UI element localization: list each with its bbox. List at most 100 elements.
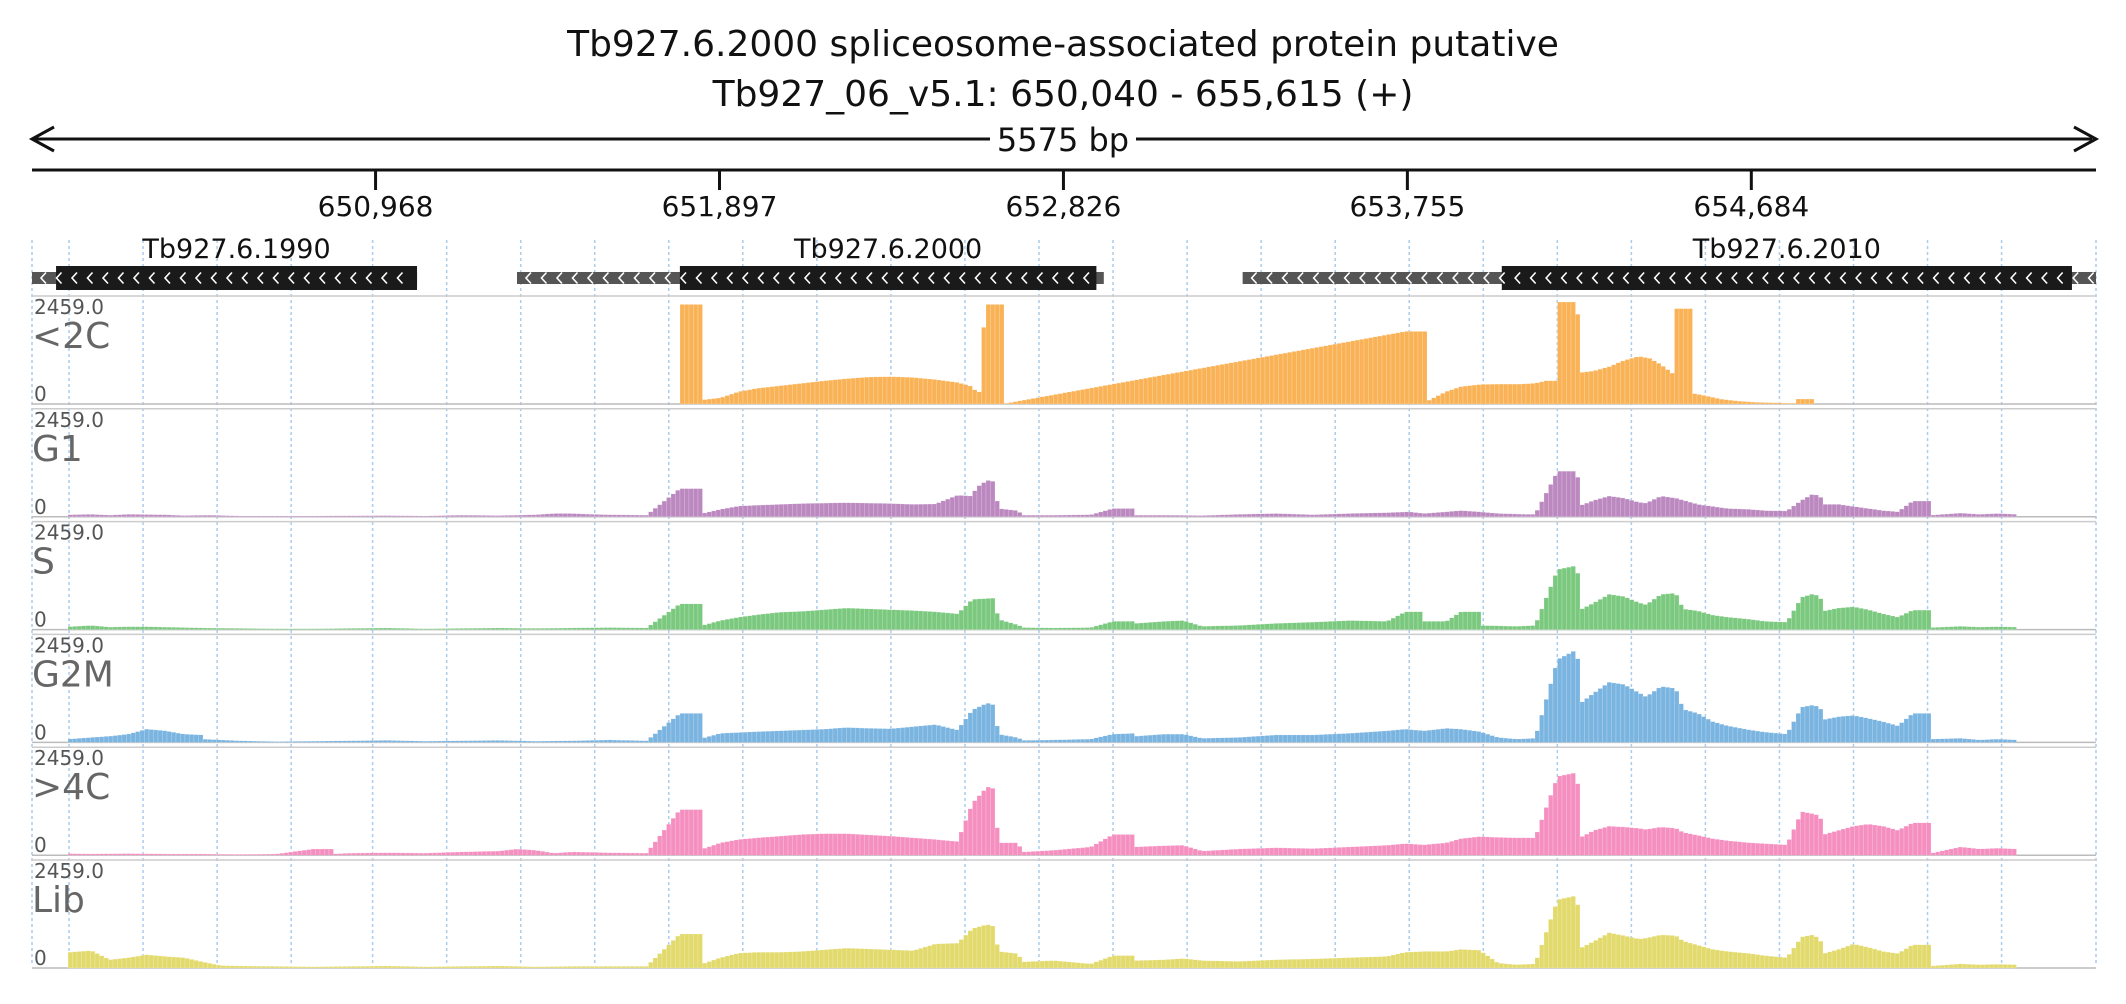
coverage-bar xyxy=(1939,738,1945,743)
coverage-bar xyxy=(1044,960,1050,969)
coverage-bar xyxy=(1305,514,1311,517)
coverage-bar xyxy=(697,488,703,517)
strand-chevron xyxy=(803,271,811,285)
coverage-bar xyxy=(220,628,226,630)
coverage-bar xyxy=(1413,951,1419,969)
coverage-bar xyxy=(1746,618,1752,630)
span-length-label: 5575 bp xyxy=(997,121,1129,159)
coverage-bar xyxy=(1764,510,1770,517)
coverage-bar xyxy=(486,740,492,743)
coverage-bar xyxy=(684,304,690,405)
coverage-bar xyxy=(112,626,118,630)
coverage-bar xyxy=(319,740,325,743)
strand-chevron xyxy=(1374,271,1382,285)
coverage-bar xyxy=(346,515,352,517)
coverage-bar xyxy=(1251,736,1257,743)
coverage-bar xyxy=(1629,688,1635,743)
coverage-bar xyxy=(562,627,568,630)
coverage-bar xyxy=(1494,513,1500,517)
coverage-bar xyxy=(531,849,537,856)
coverage-bar xyxy=(1026,961,1032,969)
coverage-bar xyxy=(1237,625,1243,630)
coverage-bar xyxy=(351,852,357,856)
coverage-bar xyxy=(1737,841,1743,856)
coverage-bar xyxy=(945,612,951,630)
coverage-bar xyxy=(1557,775,1563,856)
coverage-bar xyxy=(711,844,717,856)
coverage-bar xyxy=(504,849,510,856)
coverage-bar xyxy=(1692,712,1698,743)
coverage-bar xyxy=(1845,945,1851,969)
strand-chevron xyxy=(163,271,171,285)
coverage-bar xyxy=(657,835,663,856)
coverage-bar xyxy=(1071,390,1077,405)
coverage-bar xyxy=(1813,494,1819,517)
coverage-bar xyxy=(310,628,316,630)
coverage-bar xyxy=(1705,505,1711,517)
coverage-bar xyxy=(1642,938,1648,969)
coverage-bar xyxy=(1075,962,1081,969)
coverage-bar xyxy=(1773,844,1779,856)
coverage-bar xyxy=(1215,850,1221,856)
coverage-bar xyxy=(265,966,271,969)
coverage-bar xyxy=(828,949,834,969)
coverage-bar xyxy=(526,628,532,630)
coverage-bar xyxy=(1575,658,1581,743)
coverage-bar xyxy=(1417,844,1423,856)
strand-chevron xyxy=(710,271,718,285)
coverage-bar xyxy=(261,628,267,630)
coverage-bar xyxy=(1755,509,1761,517)
coverage-bar xyxy=(927,838,933,856)
coverage-bar xyxy=(288,741,294,743)
strand-chevron xyxy=(1436,271,1444,285)
coverage-bar xyxy=(225,515,231,517)
coverage-bar xyxy=(243,515,249,517)
coverage-bar xyxy=(486,627,492,630)
coverage-bar xyxy=(1620,826,1626,856)
coverage-bar xyxy=(1332,344,1338,405)
coverage-bar xyxy=(126,957,132,969)
coverage-bar xyxy=(877,835,883,856)
coverage-bar xyxy=(1413,331,1419,405)
coverage-bar xyxy=(661,829,667,856)
coverage-bar xyxy=(1876,509,1882,517)
coverage-bar xyxy=(1161,374,1167,405)
coverage-bar xyxy=(1872,719,1878,743)
coverage-bar xyxy=(1183,370,1189,405)
coverage-bar xyxy=(1408,729,1414,743)
axis-tick-label: 652,826 xyxy=(1006,190,1122,223)
coverage-bar xyxy=(1863,824,1869,856)
coverage-bar xyxy=(360,852,366,856)
coverage-bar xyxy=(882,949,888,969)
coverage-bar xyxy=(1377,512,1383,517)
coverage-bar xyxy=(1732,508,1738,517)
coverage-bar xyxy=(1435,951,1441,969)
coverage-bar xyxy=(1332,621,1338,630)
coverage-bar xyxy=(1903,948,1909,969)
coverage-bar xyxy=(139,730,145,743)
coverage-bar xyxy=(558,852,564,856)
coverage-bar xyxy=(1579,947,1585,969)
coverage-bar xyxy=(1768,843,1774,856)
gene-cds xyxy=(1501,266,2072,290)
coverage-bar xyxy=(135,626,141,630)
coverage-bar xyxy=(454,515,460,517)
coverage-bar xyxy=(1435,843,1441,856)
coverage-bar xyxy=(1156,375,1162,405)
coverage-bar xyxy=(1800,936,1806,969)
coverage-bar xyxy=(261,741,267,743)
coverage-bar xyxy=(144,514,150,517)
coverage-bar xyxy=(612,852,618,856)
coverage-bar xyxy=(1845,607,1851,630)
coverage-bar xyxy=(369,740,375,743)
coverage-bar xyxy=(1579,836,1585,856)
coverage-bar xyxy=(616,966,622,969)
coverage-bar xyxy=(256,515,262,517)
coverage-bar xyxy=(1710,949,1716,969)
coverage-bar xyxy=(1404,843,1410,856)
coverage-bar xyxy=(1602,497,1608,517)
coverage-bar xyxy=(886,609,892,630)
coverage-bar xyxy=(1192,848,1198,856)
coverage-bar xyxy=(1584,606,1590,630)
